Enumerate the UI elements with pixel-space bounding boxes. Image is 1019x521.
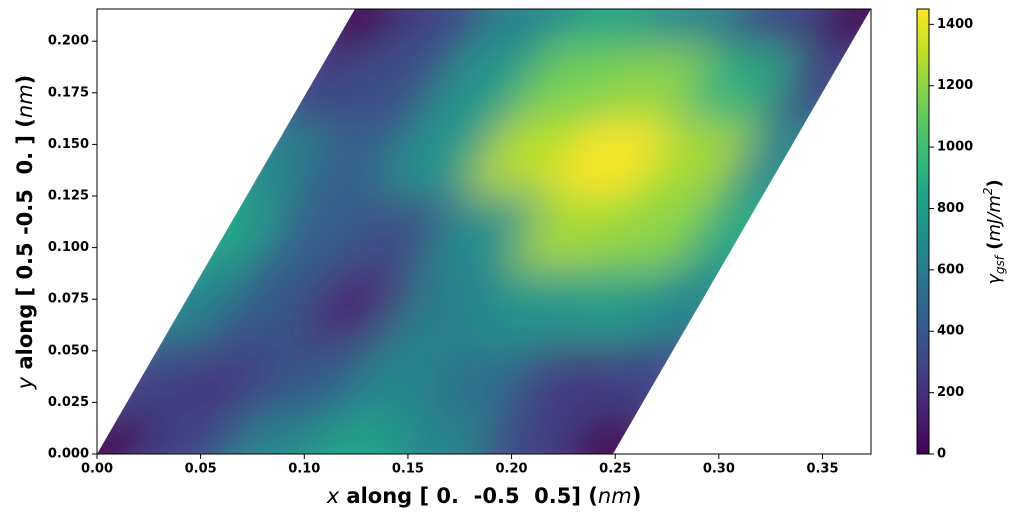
y-tick-label: 0.200 xyxy=(48,34,89,49)
x-axis-label: x along [ 0. -0.5 0.5] (nm) xyxy=(326,484,642,508)
y-tick-label: 0.050 xyxy=(48,343,89,358)
colorbar-label: γgsf (mJ/m2) xyxy=(981,179,1007,285)
heatmap-cell xyxy=(719,9,851,47)
heatmap-cell xyxy=(461,9,593,47)
y-tick-label: 0.025 xyxy=(48,395,89,410)
heatmap-cell xyxy=(375,9,507,47)
colorbar-tick-label: 200 xyxy=(937,385,964,400)
colorbar-tick-label: 1000 xyxy=(937,140,973,155)
x-tick-label: 0.05 xyxy=(185,462,217,477)
y-tick-label: 0.150 xyxy=(48,137,89,152)
y-axis-label: y along [ 0.5 -0.5 0. ] (nm) xyxy=(13,75,37,391)
colorbar-tick-label: 0 xyxy=(937,447,946,462)
heatmap xyxy=(97,9,871,454)
x-tick-label: 0.00 xyxy=(81,462,113,477)
y-tick-label: 0.175 xyxy=(48,85,89,100)
y-tick-label: 0.075 xyxy=(48,292,89,307)
y-tick-label: 0.100 xyxy=(48,240,89,255)
colorbar-tick-label: 600 xyxy=(937,262,964,277)
colorbar-tick-label: 1200 xyxy=(937,78,973,93)
x-tick-label: 0.30 xyxy=(703,462,735,477)
y-tick-label: 0.125 xyxy=(48,188,89,203)
axes-frame xyxy=(96,8,872,455)
x-tick-label: 0.35 xyxy=(806,462,838,477)
colorbar-tick-label: 400 xyxy=(937,324,964,339)
heatmap-clip xyxy=(97,9,871,454)
x-tick-label: 0.20 xyxy=(496,462,528,477)
colorbar-tick-label: 800 xyxy=(937,201,964,216)
colorbar xyxy=(916,8,930,455)
x-tick-label: 0.25 xyxy=(599,462,631,477)
y-tick-label: 0.000 xyxy=(48,447,89,462)
colorbar-tick-label: 1400 xyxy=(937,17,973,32)
x-tick-label: 0.15 xyxy=(392,462,424,477)
heatmap-cell xyxy=(633,9,765,47)
x-tick-label: 0.10 xyxy=(288,462,320,477)
